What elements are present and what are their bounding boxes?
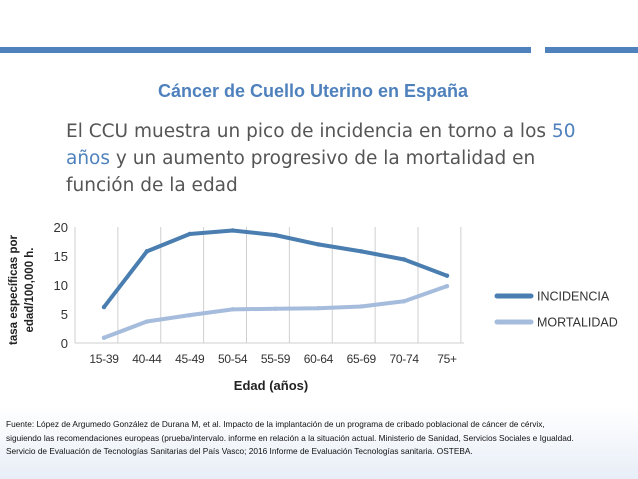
top-accent-bar [0, 47, 531, 53]
body-text: El CCU muestra un pico de incidencia en … [66, 118, 586, 199]
y-axis-label-line: tasa específicas por [8, 235, 20, 345]
y-tick-label: 15 [54, 249, 68, 264]
series-point [101, 304, 107, 310]
body-text-part2: y un aumento progresivo de la mortalidad… [66, 148, 536, 196]
series-point [230, 228, 235, 233]
legend-label: INCIDENCIA [537, 290, 610, 304]
series-point [316, 242, 321, 247]
x-tick-label: 70-74 [390, 352, 420, 366]
x-axis-label: Edad (años) [234, 378, 308, 393]
x-tick-label: 55-59 [261, 352, 291, 366]
x-tick-label: 65-69 [347, 352, 377, 366]
x-tick-labels: 15-39 40-44 45-49 50-54 55-59 60-64 65-69 70-74… [89, 352, 457, 366]
y-tick-label: 10 [54, 278, 68, 293]
body-text-highlight: 50 años [66, 121, 576, 169]
x-tick-label: 75+ [437, 352, 457, 366]
x-tick-label: 15-39 [89, 352, 119, 366]
slide-title: Cáncer de Cuello Uterino en España [157, 81, 469, 101]
legend-label: MORTALIDAD [537, 316, 618, 330]
footer-band [0, 400, 638, 479]
series-point [273, 306, 278, 311]
series-point [444, 283, 450, 289]
y-tick-label: 20 [54, 220, 68, 235]
series-line-incidencia [102, 228, 449, 310]
footer-line-3: Servicio de Evaluación de Tecnologías Sa… [6, 446, 473, 456]
series-point [359, 304, 364, 309]
y-tick-labels: 0 5 10 15 20 [54, 220, 68, 351]
series-point [444, 273, 450, 278]
x-tick-label: 40-44 [132, 352, 162, 366]
x-tick-label: 45-49 [175, 352, 205, 366]
x-tick-label: 60-64 [304, 352, 334, 366]
series-point [187, 312, 192, 318]
footer-citation: Fuente: López de Argumedo González de Du… [6, 418, 636, 459]
y-axis-label-line: edad/100,000 h. [24, 247, 36, 332]
series-point [101, 335, 107, 340]
series-point [144, 319, 150, 324]
footer-line-2: siguiendo las recomendaciones europeas (… [6, 432, 574, 443]
chart-series [101, 228, 450, 340]
footer-line-1: Fuente: López de Argumedo González de Du… [6, 419, 545, 429]
y-tick-label: 5 [61, 307, 68, 322]
line-chart: 0 5 10 15 20 15-39 40-44 45-49 50-54 55-59 60-64 6… [8, 220, 618, 393]
chart-legend: INCIDENCIA MORTALIDAD [494, 290, 618, 330]
series-point [144, 249, 150, 254]
series-line-mortalidad [102, 284, 449, 340]
series-point [401, 299, 407, 304]
series-point [359, 249, 364, 254]
top-accent-bar-short [545, 47, 638, 53]
series-point [187, 231, 192, 237]
series-point [316, 306, 321, 311]
body-text-part1: El CCU muestra un pico de incidencia en … [66, 121, 552, 142]
series-point [401, 257, 407, 262]
y-tick-label: 0 [61, 336, 68, 351]
x-tick-label: 50-54 [218, 352, 248, 366]
series-point [230, 307, 235, 312]
series-point [273, 232, 278, 238]
